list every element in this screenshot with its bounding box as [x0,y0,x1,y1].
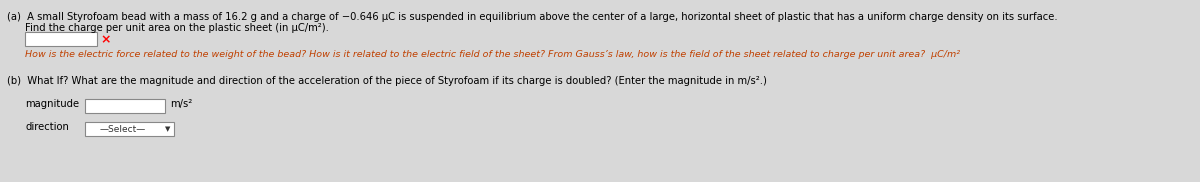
FancyBboxPatch shape [85,99,166,113]
FancyBboxPatch shape [85,122,174,136]
Text: direction: direction [25,122,68,132]
Text: Find the charge per unit area on the plastic sheet (in μC/m²).: Find the charge per unit area on the pla… [25,23,329,33]
Text: m/s²: m/s² [170,99,192,109]
Text: (b)  What If? What are the magnitude and direction of the acceleration of the pi: (b) What If? What are the magnitude and … [7,76,767,86]
Text: ×: × [100,33,110,46]
Text: ▼: ▼ [164,126,170,132]
Text: How is the electric force related to the weight of the bead? How is it related t: How is the electric force related to the… [25,50,960,59]
Text: magnitude: magnitude [25,99,79,109]
Text: (a)  A small Styrofoam bead with a mass of 16.2 g and a charge of −0.646 μC is s: (a) A small Styrofoam bead with a mass o… [7,12,1057,22]
FancyBboxPatch shape [25,32,96,46]
Text: —Select—: —Select— [100,124,145,134]
